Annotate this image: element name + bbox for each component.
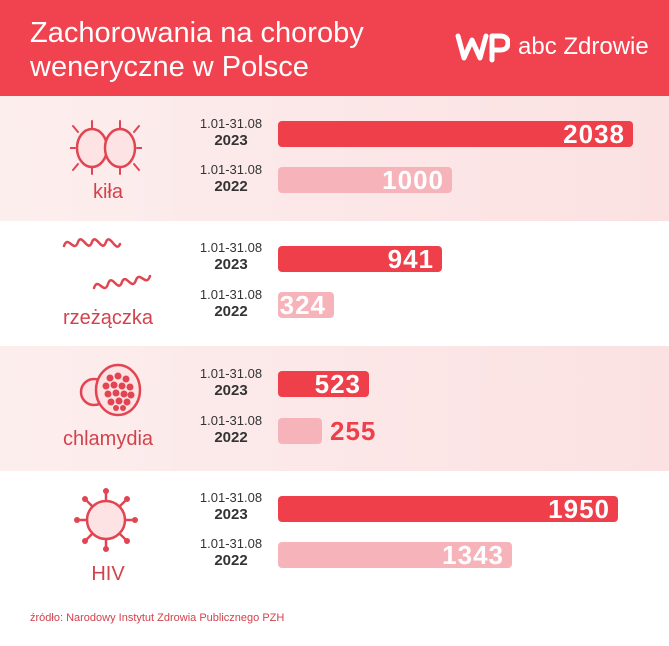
category-label-kila: kiła: [92, 181, 123, 203]
wp-logo-icon: [455, 33, 510, 63]
period-year: 2022: [214, 552, 248, 569]
period-dates: 1.01-31.08: [199, 287, 263, 302]
bar-value-label: 1343: [442, 540, 504, 570]
period-dates: 1.01-31.08: [199, 162, 263, 177]
bar-value-label: 324: [279, 290, 326, 320]
bar-kila-2023: 2038: [278, 121, 633, 147]
bar-value-label: 255: [330, 416, 377, 446]
wp-abc-zdrowie-logo: abc Zdrowie: [454, 30, 649, 64]
category-label-chlamydia: chlamydia: [62, 428, 154, 450]
category-label-hiv: HIV: [91, 563, 125, 585]
period-dates: 1.01-31.08: [199, 366, 263, 381]
period-year: 2023: [214, 382, 248, 399]
title-line-2: weneryczne w Polsce: [30, 51, 309, 83]
period-year: 2023: [214, 506, 248, 523]
period-year: 2022: [214, 429, 248, 446]
period-label-chlamydia-2023: 1.01-31.08 2023: [190, 366, 272, 400]
period-dates: 1.01-31.08: [199, 536, 263, 551]
period-year: 2023: [214, 132, 248, 149]
period-label-rzezaczka-2022: 1.01-31.08 2022: [190, 287, 272, 321]
period-year: 2023: [214, 256, 248, 273]
period-dates: 1.01-31.08: [199, 413, 263, 428]
period-year: 2022: [214, 178, 248, 195]
header-banner: Zachorowania na choroby weneryczne w Pol…: [0, 0, 669, 96]
period-label-kila-2022: 1.01-31.08 2022: [190, 162, 272, 196]
period-year: 2022: [214, 303, 248, 320]
syphilis-bacteria-icon: [70, 120, 142, 175]
bar-value-label: 1000: [382, 165, 444, 195]
bar-hiv-2023: 1950: [278, 496, 618, 522]
bar-value-label: 2038: [563, 119, 625, 149]
logo-text: abc Zdrowie: [518, 33, 649, 60]
hiv-virus-icon: [74, 488, 138, 552]
period-label-chlamydia-2022: 1.01-31.08 2022: [190, 413, 272, 447]
gonorrhea-spirochete-icon: [62, 238, 152, 290]
period-label-hiv-2023: 1.01-31.08 2023: [190, 490, 272, 524]
bar-value-label: 523: [314, 369, 361, 399]
bar-value-label: 941: [387, 244, 434, 274]
category-label-rzezaczka: rzeżączka: [62, 307, 154, 329]
period-dates: 1.01-31.08: [199, 490, 263, 505]
bar-hiv-2022: 1343: [278, 542, 512, 568]
bar-chlamydia-2023: 523: [278, 371, 369, 397]
bar-rzezaczka-2023: 941: [278, 246, 442, 272]
period-dates: 1.01-31.08: [199, 116, 263, 131]
period-dates: 1.01-31.08: [199, 240, 263, 255]
period-label-hiv-2022: 1.01-31.08 2022: [190, 536, 272, 570]
period-label-kila-2023: 1.01-31.08 2023: [190, 116, 272, 150]
title-line-1: Zachorowania na choroby: [30, 17, 364, 49]
chlamydia-cell-icon: [79, 363, 142, 417]
page-title: Zachorowania na choroby weneryczne w Pol…: [30, 16, 364, 84]
bar-kila-2022: 1000: [278, 167, 452, 193]
bar-rzezaczka-2022: 324: [278, 292, 334, 318]
source-note: źródło: Narodowy Instytut Zdrowia Public…: [30, 612, 285, 624]
period-label-rzezaczka-2023: 1.01-31.08 2023: [190, 240, 272, 274]
bar-chlamydia-2022: 255: [278, 418, 375, 444]
bar-value-label: 1950: [548, 494, 610, 524]
